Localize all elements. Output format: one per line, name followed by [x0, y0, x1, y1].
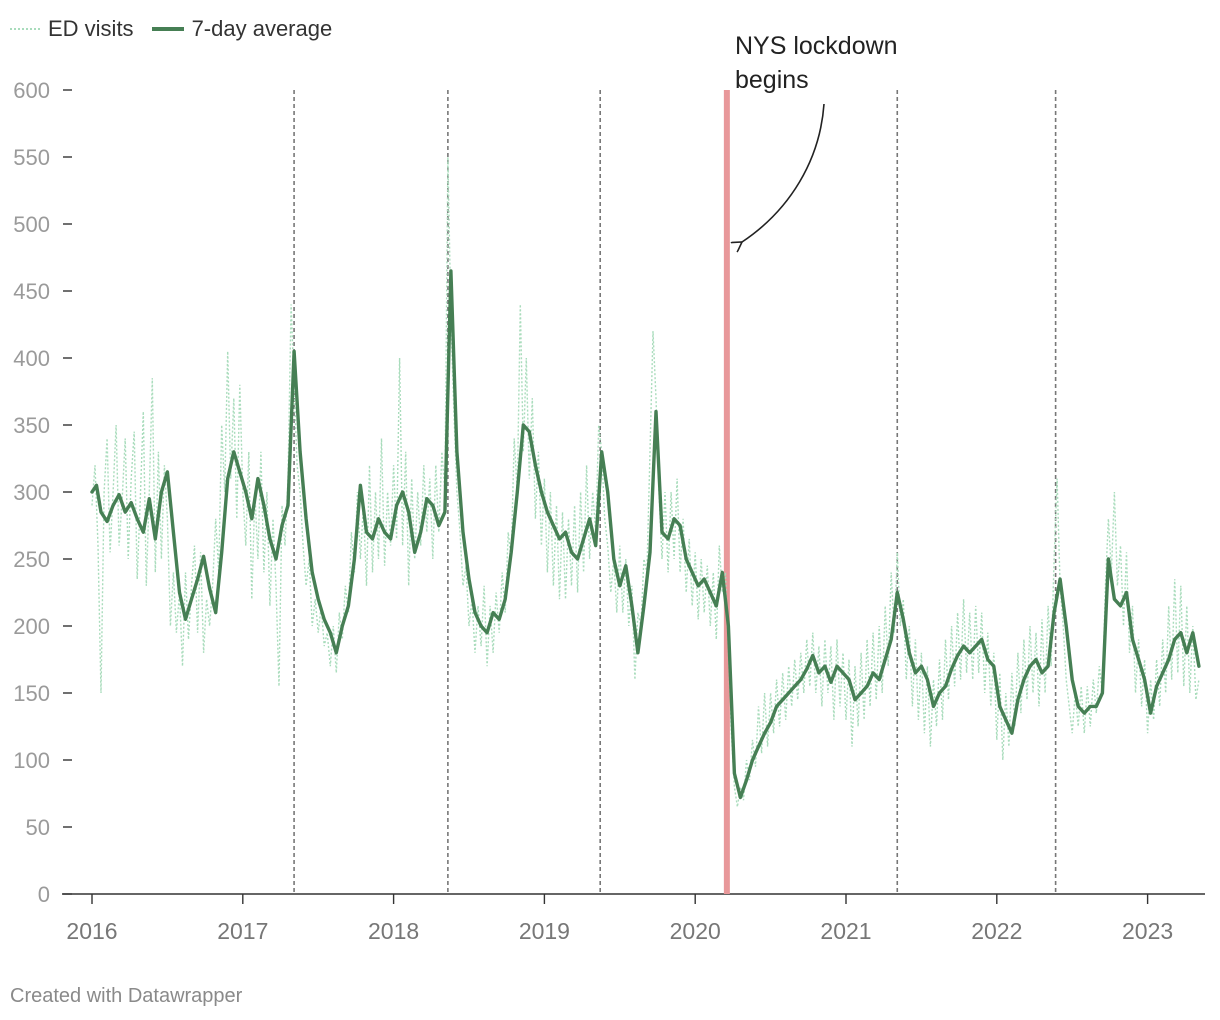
x-tick-label: 2020: [670, 918, 721, 944]
x-tick-label: 2018: [368, 918, 419, 944]
x-tick-label: 2021: [820, 918, 871, 944]
y-tick-label: 100: [13, 748, 50, 773]
y-tick-label: 500: [13, 212, 50, 237]
y-tick-label: 0: [38, 882, 50, 907]
y-tick-label: 350: [13, 413, 50, 438]
y-tick-label: 300: [13, 480, 50, 505]
y-tick-label: 150: [13, 681, 50, 706]
credit: Created with Datawrapper: [10, 985, 243, 1007]
legend-item-ed-visits: ED visits: [10, 16, 134, 42]
legend-label-7-day-average: 7-day average: [191, 16, 333, 41]
y-tick-label: 50: [26, 815, 50, 840]
x-axis: 2016 2017 2018 2019 2020 2021 2022 2023: [62, 893, 1205, 944]
x-tick-label: 2017: [217, 918, 268, 944]
y-tick-label: 400: [13, 346, 50, 371]
event-lines: [293, 90, 1057, 894]
annotation-arrow-icon: [742, 103, 825, 242]
y-tick-label: 200: [13, 614, 50, 639]
legend: ED visits 7-day average: [10, 16, 332, 42]
x-tick-label: 2023: [1122, 918, 1173, 944]
x-tick-label: 2016: [66, 918, 117, 944]
lockdown-annotation: NYS lockdown begins: [735, 32, 898, 242]
y-tick-label: 550: [13, 145, 50, 170]
annotation-line-2: begins: [735, 66, 809, 94]
lockdown-bar: [723, 90, 730, 894]
y-axis: 0 50 100 150 200 250 300 350 400 450 500 550 600: [13, 78, 72, 907]
series-line-7-day-average: [90, 269, 1201, 800]
y-tick-label: 600: [13, 78, 50, 103]
x-tick-label: 2019: [519, 918, 570, 944]
y-tick-label: 250: [13, 547, 50, 572]
legend-swatch-ed-visits: [10, 28, 40, 30]
x-tick-label: 2022: [971, 918, 1022, 944]
annotation-line-1: NYS lockdown: [735, 32, 898, 60]
legend-swatch-7-day-average: [151, 27, 184, 31]
legend-item-7-day-average: 7-day average: [151, 16, 333, 42]
y-tick-label: 450: [13, 279, 50, 304]
legend-label-ed-visits: ED visits: [48, 16, 134, 41]
